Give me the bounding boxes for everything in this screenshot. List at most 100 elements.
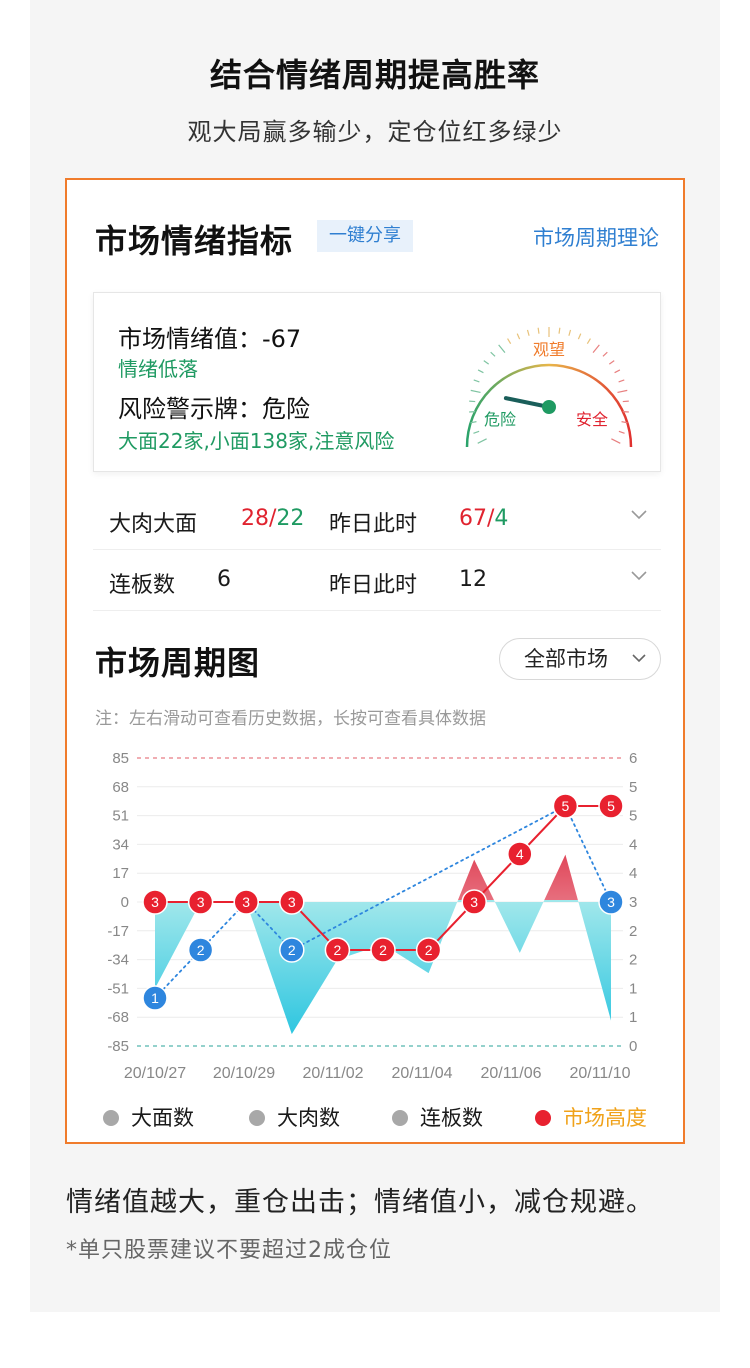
stat-label: 大肉大面 xyxy=(109,512,198,537)
x-tick-label: 20/11/02 xyxy=(302,1065,363,1082)
point-label: 1 xyxy=(151,990,159,1006)
legend-item-big-meat[interactable]: 大肉数 xyxy=(249,1102,340,1132)
chart-note: 注：左右滑动可查看历史数据，长按可查看具体数据 xyxy=(95,709,486,729)
market-sentiment-card: 市场情绪指标 一键分享 市场周期理论 市场情绪值：-67 情绪低落 风险警示牌：… xyxy=(65,178,685,1144)
sentiment-state: 情绪低落 xyxy=(118,357,198,381)
point-label: 2 xyxy=(197,942,205,958)
chevron-down-icon[interactable] xyxy=(631,510,647,520)
yesterday-value: 12 xyxy=(459,567,487,592)
gauge-tick xyxy=(614,369,621,374)
yesterday-label: 昨日此时 xyxy=(329,573,418,598)
point-label: 2 xyxy=(288,942,296,958)
market-height-point xyxy=(233,889,259,915)
gauge-tick xyxy=(477,369,484,374)
sentiment-area-negative xyxy=(155,900,611,1035)
headline: 结合情绪周期提高胜率 观大局赢多输少，定仓位红多绿少 xyxy=(30,50,720,147)
card-header: 市场情绪指标 一键分享 市场周期理论 xyxy=(95,216,659,260)
market-height-point xyxy=(507,841,533,867)
x-tick-label: 20/10/29 xyxy=(213,1065,275,1082)
stat-row-big-meat-big-noodle[interactable]: 大肉大面 28/22 昨日此时 67/4 xyxy=(93,490,661,550)
gauge-label-safe: 安全 xyxy=(576,411,608,429)
gauge-tick xyxy=(577,333,582,340)
market-height-point xyxy=(187,889,214,915)
gauge-tick xyxy=(473,379,480,383)
gauge-needle-hub xyxy=(542,400,556,414)
point-label: 3 xyxy=(607,894,615,910)
gauge-tick xyxy=(498,344,506,353)
gauge-tick xyxy=(617,389,628,394)
y-tick-right: 0 xyxy=(629,1038,637,1055)
legend-dot xyxy=(392,1110,408,1126)
y-tick-left: -51 xyxy=(107,980,129,997)
share-button[interactable]: 一键分享 xyxy=(317,220,413,252)
gauge-tick xyxy=(592,344,600,353)
market-height-point xyxy=(415,937,442,963)
y-tick-left: -34 xyxy=(107,952,129,969)
gauge-tick xyxy=(537,327,540,334)
gauge-tick xyxy=(507,338,512,345)
y-tick-right: 4 xyxy=(629,836,637,853)
gauge-label-danger: 危险 xyxy=(484,411,516,429)
stat-value: 28/22 xyxy=(241,506,305,531)
market-height-point xyxy=(370,937,396,963)
headline-title: 结合情绪周期提高胜率 xyxy=(207,50,543,96)
market-select-dropdown[interactable]: 全部市场 xyxy=(499,638,661,680)
market-cycle-title: 市场周期图 xyxy=(95,644,261,682)
footer-note: *单只股票建议不要超过2成仓位 xyxy=(66,1238,392,1263)
point-label: 4 xyxy=(516,846,524,862)
gauge-label-watch: 观望 xyxy=(533,341,565,359)
gauge-tick xyxy=(586,338,591,345)
legend-item-market-height[interactable]: 市场高度 xyxy=(535,1102,647,1132)
market-cycle-theory-link[interactable]: 市场周期理论 xyxy=(533,226,659,250)
stat-label: 连板数 xyxy=(109,573,176,598)
sentiment-gauge-dial: 观望 危险 安全 xyxy=(465,327,633,448)
limit-up-point xyxy=(279,937,305,963)
yesterday-label: 昨日此时 xyxy=(329,512,418,537)
y-tick-right: 1 xyxy=(629,1009,637,1026)
gauge-tick xyxy=(618,430,625,434)
y-tick-left: 34 xyxy=(112,836,129,853)
footer-advice: 情绪值越大，重仓出击；情绪值小，减仓规避。 xyxy=(66,1187,654,1218)
gauge-tick xyxy=(568,329,572,336)
chevron-down-icon[interactable] xyxy=(631,571,647,581)
y-tick-left: -85 xyxy=(107,1038,129,1055)
legend-item-big-noodle[interactable]: 大面数 xyxy=(103,1102,194,1132)
y-tick-right: 3 xyxy=(629,894,637,911)
gauge-tick xyxy=(526,329,530,336)
legend-label: 连板数 xyxy=(420,1106,483,1130)
market-height-point xyxy=(142,889,168,915)
market-height-point xyxy=(461,889,487,915)
gauge-tick xyxy=(470,389,481,394)
risk-warning: 风险警示牌：危险 xyxy=(118,395,310,423)
point-label: 3 xyxy=(288,894,296,910)
point-label: 3 xyxy=(470,894,478,910)
market-height-point xyxy=(552,793,579,819)
y-tick-right: 4 xyxy=(629,865,637,882)
stat-row-limit-up-count[interactable]: 连板数 6 昨日此时 12 xyxy=(93,551,661,611)
market-height-point xyxy=(598,793,624,819)
market-select-value: 全部市场 xyxy=(524,647,608,671)
point-label: 2 xyxy=(379,942,387,958)
legend-dot xyxy=(249,1110,265,1126)
x-tick-label: 20/11/04 xyxy=(391,1065,452,1082)
stat-value: 6 xyxy=(217,567,231,592)
point-label: 3 xyxy=(151,894,159,910)
limit-up-point xyxy=(598,889,624,915)
y-tick-right: 5 xyxy=(629,779,637,796)
y-tick-right: 2 xyxy=(629,923,637,940)
y-tick-left: 17 xyxy=(112,865,129,882)
y-tick-right: 2 xyxy=(629,952,637,969)
x-tick-label: 20/11/10 xyxy=(569,1065,630,1082)
headline-subtitle: 观大局赢多输少，定仓位红多绿少 xyxy=(187,118,563,146)
market-cycle-chart[interactable]: 85 668 551 534 417 40 3-17 2-34 2-51 1-68 1-85 0 12… xyxy=(93,742,661,1082)
y-tick-left: 68 xyxy=(112,779,129,796)
gauge-tick xyxy=(608,360,615,365)
y-tick-right: 5 xyxy=(629,808,637,825)
gauge-tick xyxy=(621,421,628,424)
x-tick-label: 20/11/06 xyxy=(480,1065,541,1082)
point-label: 3 xyxy=(242,894,250,910)
gauge-tick xyxy=(473,430,480,434)
point-label: 2 xyxy=(425,942,433,958)
market-height-point xyxy=(279,889,305,915)
legend-item-limit-up[interactable]: 连板数 xyxy=(392,1102,483,1132)
